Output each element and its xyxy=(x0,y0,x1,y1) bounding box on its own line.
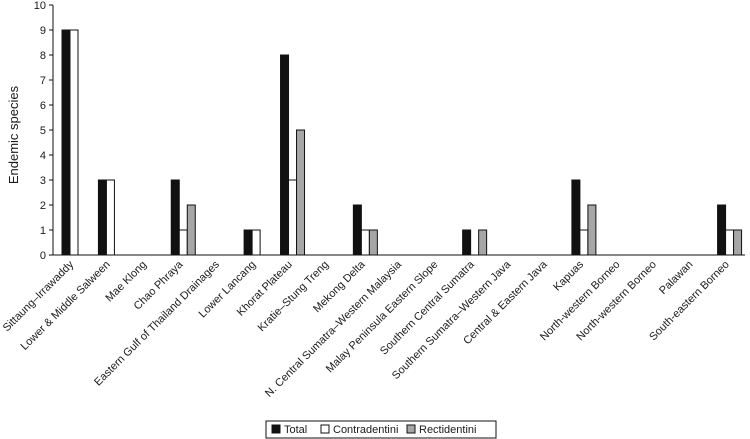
bar-total-14 xyxy=(571,179,581,256)
bar-contradentini-6 xyxy=(288,179,298,256)
bar-contradentini-14 xyxy=(579,229,589,256)
y-tick-label: 2 xyxy=(40,200,46,212)
x-category-label: N. Central Sumatra–Western Malaysia xyxy=(263,258,405,400)
y-tick-label: 6 xyxy=(40,100,46,112)
y-tick-label: 7 xyxy=(40,75,46,87)
y-tick-label: 10 xyxy=(34,0,46,12)
bar-rectidentini-14 xyxy=(587,204,597,256)
legend-label-total: Total xyxy=(284,424,307,436)
legend-swatch-total xyxy=(271,424,281,434)
bar-total-5 xyxy=(243,229,253,256)
legend: Total Contradentini Rectidentini xyxy=(265,420,497,439)
bar-total-11 xyxy=(462,229,472,256)
bar-contradentini-1 xyxy=(105,179,115,256)
bar-rectidentini-6 xyxy=(296,129,306,256)
y-tick-label: 3 xyxy=(40,175,46,187)
bar-contradentini-8 xyxy=(360,229,370,256)
y-tick-label: 0 xyxy=(40,250,46,262)
bar-contradentini-18 xyxy=(725,229,735,256)
x-category-label: Kratie–Stung Treng xyxy=(256,259,332,335)
bar-total-3 xyxy=(170,179,180,256)
bar-total-1 xyxy=(97,179,107,256)
bar-total-8 xyxy=(352,204,362,256)
y-axis: 0 1 2 3 4 5 6 7 8 9 10 xyxy=(34,0,745,262)
bar-contradentini-5 xyxy=(251,229,261,256)
y-tick-label: 1 xyxy=(40,225,46,237)
y-axis-title: Endemic species xyxy=(6,85,21,184)
bar-rectidentini-3 xyxy=(186,204,196,256)
bar-contradentini-3 xyxy=(178,229,188,256)
bar-total-18 xyxy=(717,204,727,256)
bar-rectidentini-8 xyxy=(368,229,378,256)
x-category-label: Kapuas xyxy=(551,258,586,293)
legend-label-rectidentini: Rectidentini xyxy=(419,424,476,436)
legend-label-contradentini: Contradentini xyxy=(333,424,398,436)
y-tick-label: 8 xyxy=(40,50,46,62)
bar-total-0 xyxy=(61,29,71,256)
y-tick-label: 4 xyxy=(40,150,46,162)
bar-total-6 xyxy=(280,54,290,256)
y-tick-label: 9 xyxy=(40,25,46,37)
bar-rectidentini-18 xyxy=(733,229,743,256)
bar-rectidentini-11 xyxy=(478,229,488,256)
y-tick-label: 5 xyxy=(40,125,46,137)
legend-swatch-contradentini xyxy=(320,424,330,434)
bar-contradentini-0 xyxy=(69,29,79,256)
bars xyxy=(61,29,743,256)
legend-swatch-rectidentini xyxy=(406,424,416,434)
